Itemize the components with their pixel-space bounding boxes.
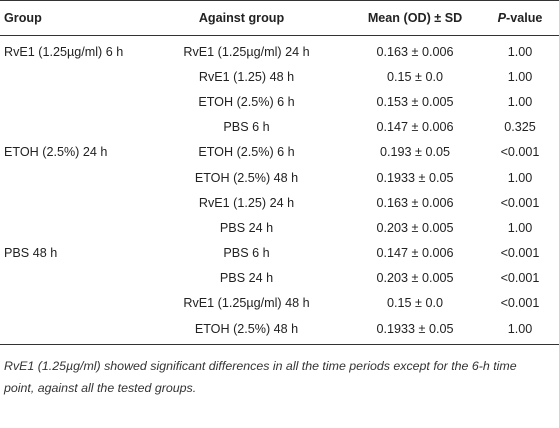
table-row: PBS 6 h 0.147 ± 0.006 0.325 [0,115,559,140]
cell-against-group: RvE1 (1.25µg/ml) 24 h [183,44,310,59]
cell-p-value: 1.00 [507,44,533,59]
cell-mean-sd: 0.1933 ± 0.05 [337,316,485,346]
cell-against-group: ETOH (2.5%) 48 h [194,170,299,185]
cell-p-value: 1.00 [507,220,533,235]
cell-against-group: PBS 6 h [223,120,270,135]
cell-group [0,115,156,140]
cell-p-value: 1.00 [507,94,533,109]
table-row: RvE1 (1.25µg/ml) 48 h 0.15 ± 0.0 <0.001 [0,291,559,316]
cell-mean-sd: 0.193 ± 0.05 [380,145,450,160]
table-row: PBS 48 h PBS 6 h 0.147 ± 0.006 <0.001 [0,241,559,266]
table-row: RvE1 (1.25µg/ml) 6 h RvE1 (1.25µg/ml) 24… [0,36,559,65]
cell-mean-sd: 0.147 ± 0.006 [376,120,454,135]
cell-against-group: ETOH (2.5%) 6 h [198,145,295,160]
table-row: RvE1 (1.25) 24 h 0.163 ± 0.006 <0.001 [0,190,559,215]
header-against-group: Against group [156,0,337,36]
cell-mean-sd: 0.163 ± 0.006 [376,195,454,210]
cell-group [0,165,156,190]
cell-against-group: PBS 24 h [219,271,274,286]
cell-mean-sd: 0.147 ± 0.006 [376,246,454,261]
cell-group: ETOH (2.5%) 24 h [4,145,108,160]
cell-against-group: RvE1 (1.25) 24 h [198,195,295,210]
cell-mean-sd: 0.153 ± 0.005 [376,94,454,109]
header-p-suffix: -value [506,11,543,25]
cell-mean-sd: 0.203 ± 0.005 [376,271,454,286]
cell-group [0,316,156,346]
cell-against-group: PBS 6 h [223,246,270,261]
cell-group [0,64,156,89]
cell-p-value: 1.00 [485,316,559,346]
table-row: RvE1 (1.25) 48 h 0.15 ± 0.0 1.00 [0,64,559,89]
cell-mean-sd: 0.15 ± 0.0 [387,69,443,84]
cell-mean-sd: 0.163 ± 0.006 [376,44,454,59]
table-row: ETOH (2.5%) 6 h 0.153 ± 0.005 1.00 [0,89,559,114]
cell-against-group: PBS 24 h [219,220,274,235]
cell-against-group: RvE1 (1.25µg/ml) 48 h [183,296,310,311]
header-mean-sd: Mean (OD) ± SD [337,0,485,36]
cell-group [0,215,156,240]
cell-group [0,291,156,316]
cell-p-value: <0.001 [500,246,540,261]
cell-group [0,190,156,215]
cell-mean-sd: 0.203 ± 0.005 [376,220,454,235]
header-p-value: P-value [485,0,559,36]
cell-against-group: ETOH (2.5%) 48 h [156,316,337,346]
header-group: Group [0,0,156,36]
cell-against-group: ETOH (2.5%) 6 h [198,94,295,109]
table-row: PBS 24 h 0.203 ± 0.005 <0.001 [0,266,559,291]
table-row: ETOH (2.5%) 48 h 0.1933 ± 0.05 1.00 [0,316,559,346]
header-p-italic: P [497,11,506,25]
cell-group [0,266,156,291]
cell-p-value: <0.001 [500,195,540,210]
table-row: PBS 24 h 0.203 ± 0.005 1.00 [0,215,559,240]
cell-group [0,89,156,114]
cell-group: PBS 48 h [4,246,58,261]
results-table-container: Group Against group Mean (OD) ± SD P-val… [0,0,559,346]
cell-mean-sd: 0.15 ± 0.0 [387,296,443,311]
cell-p-value: <0.001 [500,271,540,286]
cell-p-value: 1.00 [507,69,533,84]
table-row: ETOH (2.5%) 24 h ETOH (2.5%) 6 h 0.193 ±… [0,140,559,165]
cell-group: RvE1 (1.25µg/ml) 6 h [4,44,124,59]
cell-p-value: 0.325 [504,120,536,135]
cell-against-group: RvE1 (1.25) 48 h [198,69,295,84]
table-row: ETOH (2.5%) 48 h 0.1933 ± 0.05 1.00 [0,165,559,190]
cell-p-value: <0.001 [500,145,540,160]
cell-p-value: 1.00 [507,170,533,185]
cell-mean-sd: 0.1933 ± 0.05 [376,170,454,185]
table-header-row: Group Against group Mean (OD) ± SD P-val… [0,0,559,36]
table-footnote: RvE1 (1.25µg/ml) showed significant diff… [4,359,517,395]
cell-p-value: <0.001 [500,296,540,311]
comparison-table: Group Against group Mean (OD) ± SD P-val… [0,0,559,346]
